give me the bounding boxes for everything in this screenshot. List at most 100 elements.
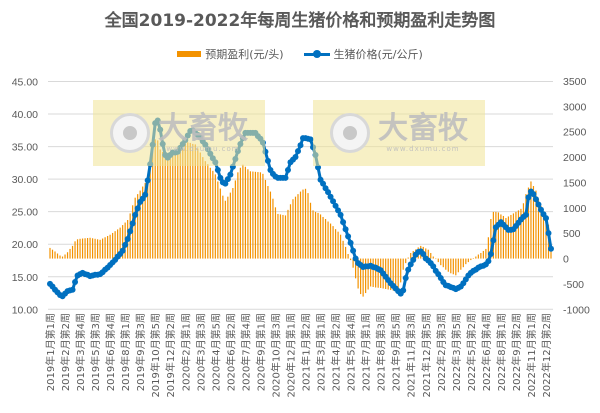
profit-bar bbox=[527, 187, 530, 259]
price-point bbox=[119, 247, 126, 254]
profit-bar bbox=[159, 149, 161, 259]
profit-bar bbox=[294, 196, 297, 259]
price-point bbox=[420, 250, 427, 257]
profit-bar bbox=[460, 258, 462, 270]
profit-bar bbox=[505, 217, 507, 259]
right-tick-label: 500 bbox=[563, 228, 581, 240]
x-tick-label: 2019年12月第2周 bbox=[164, 313, 177, 398]
x-tick-label: 2020年7月第4周 bbox=[239, 313, 252, 391]
profit-bar bbox=[149, 165, 151, 259]
right-tick-label: 1000 bbox=[563, 203, 587, 215]
profit-bar bbox=[339, 234, 342, 259]
profit-bar bbox=[239, 167, 241, 259]
profit-bar bbox=[107, 235, 109, 259]
profit-bar bbox=[182, 144, 184, 259]
profit-bar bbox=[152, 149, 154, 259]
price-point bbox=[227, 171, 234, 178]
profit-bar bbox=[117, 229, 119, 259]
price-point bbox=[307, 136, 314, 143]
profit-bar bbox=[357, 258, 359, 289]
x-tick-label: 2021年4月第2周 bbox=[330, 313, 343, 391]
profit-bar bbox=[347, 254, 349, 259]
profit-bar bbox=[477, 254, 479, 259]
profit-bar bbox=[427, 249, 429, 259]
price-point bbox=[537, 206, 544, 213]
profit-bar bbox=[517, 210, 520, 259]
profit-bar bbox=[377, 258, 379, 288]
legend: 预期盈利(元/头) 生猪价格(元/公斤) bbox=[0, 46, 600, 62]
profit-bar bbox=[217, 181, 219, 259]
price-point bbox=[282, 174, 289, 181]
profit-bar bbox=[59, 255, 61, 259]
profit-bar bbox=[327, 221, 329, 259]
profit-bar bbox=[485, 248, 487, 259]
price-point bbox=[224, 176, 231, 183]
legend-item-profit[interactable]: 预期盈利(元/头) bbox=[177, 46, 284, 62]
profit-bar bbox=[184, 143, 186, 259]
legend-label-profit: 预期盈利(元/头) bbox=[205, 48, 284, 61]
price-point bbox=[430, 263, 437, 270]
profit-bar bbox=[500, 214, 502, 259]
profit-bar bbox=[337, 231, 339, 259]
right-tick-label: 0 bbox=[563, 254, 569, 266]
profit-bar bbox=[254, 171, 257, 259]
profit-bar bbox=[249, 171, 251, 259]
profit-bar bbox=[51, 249, 54, 259]
profit-bar bbox=[522, 203, 525, 259]
profit-bar bbox=[79, 238, 81, 259]
profit-bar bbox=[154, 139, 156, 259]
profit-bar bbox=[209, 167, 211, 259]
right-tick-label: -500 bbox=[563, 279, 584, 291]
legend-item-price[interactable]: 生猪价格(元/公斤) bbox=[303, 46, 423, 62]
price-point bbox=[132, 211, 139, 218]
profit-bar bbox=[169, 152, 171, 259]
profit-bar bbox=[402, 258, 404, 270]
profit-bar bbox=[530, 181, 532, 259]
right-tick-label: 2000 bbox=[563, 152, 587, 164]
price-point bbox=[69, 286, 76, 293]
profit-bar bbox=[467, 258, 469, 263]
profit-bar bbox=[284, 215, 287, 259]
price-point bbox=[297, 142, 304, 149]
profit-bar bbox=[172, 150, 174, 259]
profit-bar bbox=[395, 258, 397, 292]
profit-bar bbox=[91, 238, 94, 259]
profit-bar bbox=[167, 153, 169, 259]
left-tick-label: 30.00 bbox=[12, 174, 38, 186]
profit-bar bbox=[435, 258, 437, 260]
left-tick-label: 35.00 bbox=[12, 142, 38, 154]
profit-bar bbox=[144, 182, 146, 259]
profit-bar bbox=[212, 170, 214, 259]
profit-bar bbox=[470, 258, 472, 261]
price-point bbox=[345, 233, 352, 240]
watermark-logo-icon bbox=[330, 113, 370, 153]
profit-bar bbox=[76, 239, 79, 259]
price-point bbox=[214, 167, 221, 174]
price-point bbox=[545, 230, 552, 237]
right-tick-label: 3500 bbox=[563, 76, 587, 88]
left-tick-label: 10.00 bbox=[12, 304, 38, 316]
profit-bar bbox=[440, 258, 442, 266]
profit-bar bbox=[445, 258, 447, 270]
profit-bar bbox=[219, 188, 221, 259]
profit-bar bbox=[487, 237, 489, 259]
profit-bar bbox=[142, 186, 144, 259]
price-point bbox=[522, 211, 529, 218]
profit-bar bbox=[227, 196, 229, 259]
x-tick-label: 2020年10月第3周 bbox=[269, 313, 282, 398]
profit-bar bbox=[367, 258, 369, 290]
profit-bar bbox=[179, 146, 181, 259]
profit-bar bbox=[96, 239, 99, 259]
right-tick-label: -1000 bbox=[563, 304, 590, 316]
x-tick-label: 2021年7月第1周 bbox=[360, 313, 373, 391]
profit-bar bbox=[532, 186, 535, 259]
profit-bar bbox=[437, 258, 439, 263]
profit-bar bbox=[229, 192, 231, 259]
profit-bar bbox=[502, 215, 505, 259]
profit-bar bbox=[475, 256, 477, 259]
right-tick-label: 3000 bbox=[563, 101, 587, 113]
profit-bar bbox=[312, 210, 314, 259]
profit-bar bbox=[405, 258, 407, 264]
price-point bbox=[410, 256, 417, 263]
price-point bbox=[264, 157, 271, 164]
